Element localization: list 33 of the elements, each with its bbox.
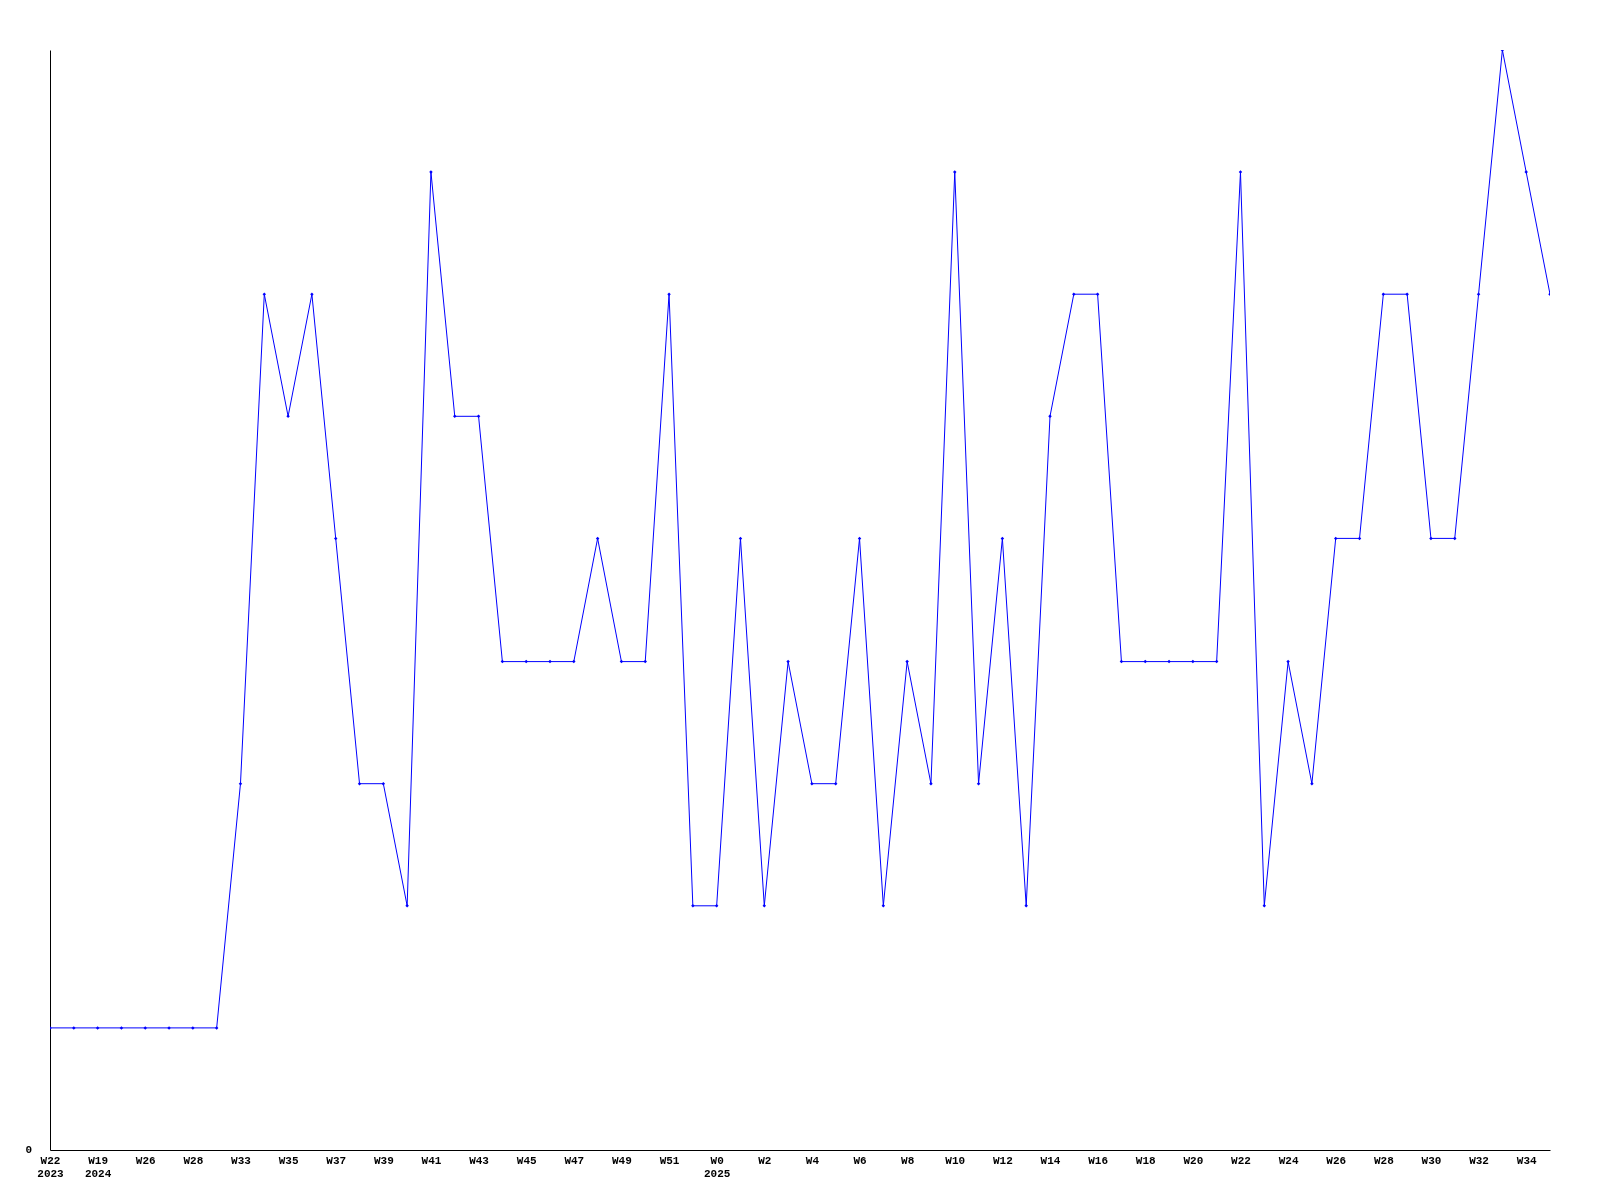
x-tick-label: W41 xyxy=(421,1154,442,1167)
x-tick-label: W6 xyxy=(853,1154,867,1167)
text: 0 xyxy=(25,1144,32,1156)
x-tick-label: W19 2024 xyxy=(84,1154,112,1180)
x-tick-label: W47 xyxy=(564,1154,585,1167)
x-tick-label: W18 xyxy=(1135,1154,1157,1167)
x-tick-label: W14 xyxy=(1040,1154,1061,1167)
x-tick-label: W34 xyxy=(1516,1154,1537,1167)
x-tick-label: W4 xyxy=(805,1154,820,1167)
x-tick-label: W16 xyxy=(1088,1154,1109,1167)
x-tick-label: W2 xyxy=(758,1154,772,1167)
x-tick-label: W10 xyxy=(945,1154,966,1167)
x-tick-label: W12 xyxy=(992,1154,1013,1167)
x-tick-label: W20 xyxy=(1183,1154,1204,1167)
x-tick-label: W45 xyxy=(516,1154,537,1167)
x-tick-label: W39 xyxy=(373,1154,394,1167)
x-tick-label: W26 xyxy=(135,1154,156,1167)
x-tick-label: W49 xyxy=(612,1154,632,1167)
x-tick-label: W22 xyxy=(1231,1154,1251,1167)
x-tick-label: W28 xyxy=(183,1154,204,1167)
x-tick-label: W28 xyxy=(1373,1154,1395,1167)
x-tick-label: W8 xyxy=(901,1154,915,1167)
x-tick-label: W30 xyxy=(1421,1154,1442,1167)
x-tick-label: W43 xyxy=(469,1154,490,1167)
x-tick-label: W24 xyxy=(1278,1154,1299,1167)
x-tick-label: W51 xyxy=(659,1154,680,1167)
x-tick-label: W0 2025 xyxy=(703,1154,731,1180)
x-tick-label: W32 xyxy=(1469,1154,1489,1167)
x-tick-label: W37 xyxy=(326,1154,347,1167)
x-tick-label: W33 xyxy=(231,1154,252,1167)
x-tick-label: W26 xyxy=(1326,1154,1347,1167)
x-tick-label: W22 2023 xyxy=(37,1154,65,1180)
x-tick-label: W35 xyxy=(278,1154,299,1167)
